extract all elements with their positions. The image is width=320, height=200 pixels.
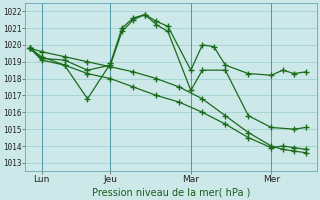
X-axis label: Pression niveau de la mer( hPa ): Pression niveau de la mer( hPa ) xyxy=(92,187,251,197)
